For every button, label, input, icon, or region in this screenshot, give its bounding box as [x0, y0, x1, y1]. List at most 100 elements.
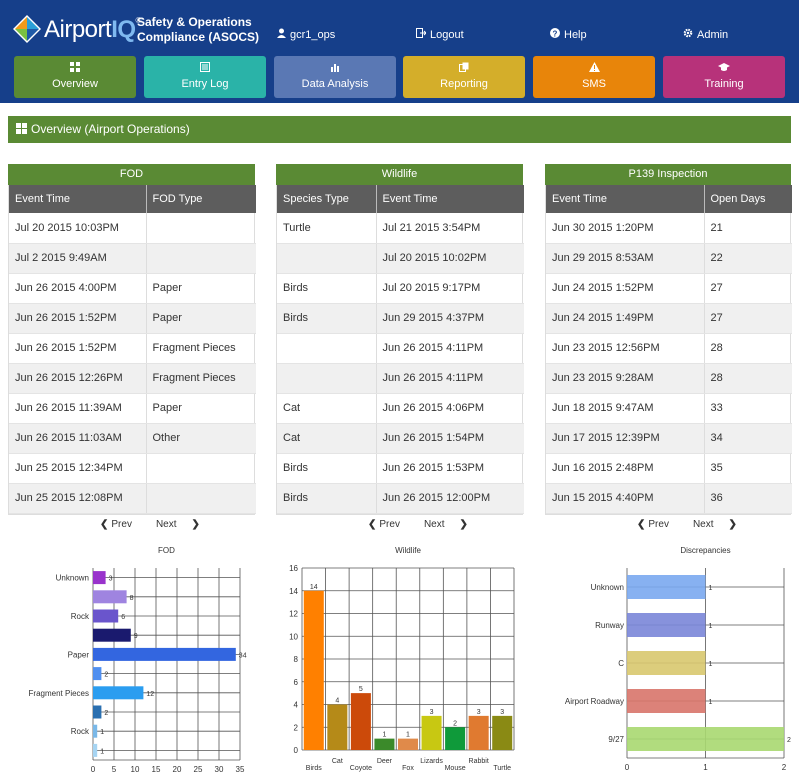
- table-row[interactable]: Jul 20 2015 10:02PM: [277, 243, 524, 274]
- table-cell: Jun 26 2015 1:52PM: [9, 303, 147, 334]
- brand-name: AirportIQ®: [44, 16, 141, 43]
- p139-panel: P139 Inspection Event Time Open Days Jun …: [545, 164, 792, 515]
- app-tagline: Safety & Operations Compliance (ASOCS): [137, 15, 260, 44]
- table-row[interactable]: Jun 26 2015 4:11PM: [277, 333, 524, 364]
- table-row[interactable]: Jun 26 2015 11:39AM Paper: [9, 393, 256, 424]
- nav-reporting-button[interactable]: Reporting: [403, 56, 525, 98]
- table-row[interactable]: Birds Jul 20 2015 9:17PM: [277, 273, 524, 304]
- table-cell: 36: [704, 483, 792, 514]
- bar: [93, 686, 144, 700]
- table-row[interactable]: Jun 23 2015 9:28AM 28: [546, 363, 792, 394]
- y-tick-label: Airport Roadway: [565, 697, 624, 706]
- wildlife-header-event-time[interactable]: Event Time: [376, 185, 524, 213]
- help-icon: ?: [550, 28, 560, 38]
- copy-icon: [403, 62, 525, 74]
- p139-header-open-days[interactable]: Open Days: [704, 185, 792, 213]
- user-link[interactable]: gcr1_ops: [277, 28, 335, 41]
- data-label: 14: [310, 584, 318, 591]
- x-tick-label: 30: [215, 765, 224, 774]
- nav-button-label: SMS: [582, 78, 606, 90]
- table-row[interactable]: Jun 26 2015 1:52PM Fragment Pieces: [9, 333, 256, 364]
- table-row[interactable]: Cat Jun 26 2015 1:54PM: [277, 423, 524, 454]
- table-row[interactable]: Jun 26 2015 12:26PM Fragment Pieces: [9, 363, 256, 394]
- table-cell: Jun 25 2015 12:34PM: [9, 453, 147, 484]
- page-title: Overview (Airport Operations): [31, 122, 190, 136]
- table-row[interactable]: Jun 24 2015 1:49PM 27: [546, 303, 792, 334]
- prev-button[interactable]: ❮ Prev: [100, 519, 132, 530]
- table-row[interactable]: Jun 30 2015 1:20PM 21: [546, 213, 792, 244]
- chevron-left-icon: ❮: [637, 519, 646, 530]
- y-tick-label: Rock: [71, 612, 90, 621]
- table-cell: Jun 26 2015 11:39AM: [9, 393, 147, 424]
- bar: [627, 689, 706, 713]
- table-row[interactable]: Jun 26 2015 1:52PM Paper: [9, 303, 256, 334]
- nav-sms-button[interactable]: SMS: [533, 56, 655, 98]
- table-row[interactable]: Birds Jun 26 2015 12:00PM: [277, 483, 524, 514]
- next-button[interactable]: Next ❯: [155, 519, 200, 530]
- app-logo[interactable]: AirportIQ® Safety & Operations Complianc…: [10, 12, 259, 48]
- table-row[interactable]: Jul 20 2015 10:03PM: [9, 213, 256, 244]
- table-row[interactable]: Jun 26 2015 4:00PM Paper: [9, 273, 256, 304]
- x-tick-label: Mouse: [445, 765, 466, 772]
- bar: [93, 609, 119, 623]
- table-row[interactable]: Birds Jun 26 2015 1:53PM: [277, 453, 524, 484]
- table-cell: 28: [704, 363, 792, 394]
- nav-overview-button[interactable]: Overview: [14, 56, 136, 98]
- table-row[interactable]: Birds Jun 29 2015 4:37PM: [277, 303, 524, 334]
- bar: [468, 715, 489, 750]
- logout-link[interactable]: Logout: [416, 28, 464, 41]
- data-label: 1: [100, 748, 104, 755]
- table-row[interactable]: Jun 29 2015 8:53AM 22: [546, 243, 792, 274]
- y-tick-label: Fragment Pieces: [29, 689, 89, 698]
- table-row[interactable]: Turtle Jul 21 2015 3:54PM: [277, 213, 524, 244]
- nav-button-label: Data Analysis: [301, 78, 369, 90]
- table-cell: Jul 20 2015 10:02PM: [376, 243, 524, 274]
- x-tick-label: 20: [173, 765, 182, 774]
- y-tick-label: Unknown: [591, 583, 624, 592]
- fod-header-fod-type[interactable]: FOD Type: [146, 185, 256, 213]
- bar: [627, 575, 706, 599]
- table-row[interactable]: Jun 23 2015 12:56PM 28: [546, 333, 792, 364]
- table-row[interactable]: Jun 25 2015 12:08PM: [9, 483, 256, 514]
- table-row[interactable]: Jun 24 2015 1:52PM 27: [546, 273, 792, 304]
- prev-button[interactable]: ❮ Prev: [637, 519, 669, 530]
- table-row[interactable]: Jun 15 2015 4:40PM 36: [546, 483, 792, 514]
- table-cell: Jun 23 2015 9:28AM: [546, 363, 705, 394]
- help-link[interactable]: ? Help: [550, 28, 587, 41]
- table-cell: Paper: [146, 273, 256, 304]
- admin-link[interactable]: Admin: [683, 28, 728, 41]
- table-row[interactable]: Cat Jun 26 2015 4:06PM: [277, 393, 524, 424]
- p139-pager: ❮ Prev Next ❯: [634, 519, 752, 530]
- grid-icon: [16, 123, 27, 134]
- data-label: 34: [239, 652, 247, 659]
- table-row[interactable]: Jun 18 2015 9:47AM 33: [546, 393, 792, 424]
- table-row[interactable]: Jun 17 2015 12:39PM 34: [546, 423, 792, 454]
- p139-header-event-time[interactable]: Event Time: [546, 185, 705, 213]
- nav-button-label: Training: [704, 78, 744, 90]
- wildlife-header-species-type[interactable]: Species Type: [277, 185, 377, 213]
- next-button[interactable]: Next ❯: [692, 519, 737, 530]
- data-label: 3: [500, 709, 504, 716]
- nav-training-button[interactable]: Training: [663, 56, 785, 98]
- bar: [397, 738, 419, 750]
- table-cell: Jun 23 2015 12:56PM: [546, 333, 705, 364]
- next-button[interactable]: Next ❯: [423, 519, 468, 530]
- table-cell: Jul 21 2015 3:54PM: [376, 213, 524, 244]
- nav-data-analysis-button[interactable]: Data Analysis: [274, 56, 396, 98]
- nav-entry-log-button[interactable]: Entry Log: [144, 56, 266, 98]
- table-row[interactable]: Jun 26 2015 11:03AM Other: [9, 423, 256, 454]
- table-cell: Jun 25 2015 12:08PM: [9, 483, 147, 514]
- table-row[interactable]: Jun 26 2015 4:11PM: [277, 363, 524, 394]
- prev-button[interactable]: ❮ Prev: [368, 519, 400, 530]
- bar: [627, 613, 706, 637]
- table-cell: [146, 483, 256, 514]
- table-row[interactable]: Jul 2 2015 9:49AM: [9, 243, 256, 274]
- fod-header-event-time[interactable]: Event Time: [9, 185, 147, 213]
- table-cell: Jun 26 2015 1:54PM: [376, 423, 524, 454]
- bar: [327, 704, 348, 750]
- x-tick-label: Coyote: [350, 765, 372, 772]
- table-row[interactable]: Jun 16 2015 2:48PM 35: [546, 453, 792, 484]
- x-tick-label: Fox: [402, 765, 414, 772]
- table-row[interactable]: Jun 25 2015 12:34PM: [9, 453, 256, 484]
- y-tick-label: C: [618, 659, 624, 668]
